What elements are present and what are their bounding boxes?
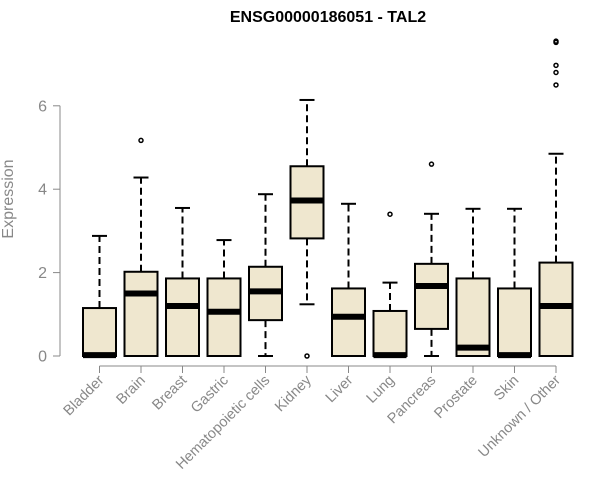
box-iqr bbox=[372, 309, 408, 357]
outlier-point bbox=[553, 82, 559, 88]
x-tick-label: Breast bbox=[149, 373, 190, 414]
y-tick-label: 6 bbox=[38, 98, 47, 115]
box-iqr bbox=[538, 261, 574, 358]
box-iqr bbox=[165, 277, 200, 357]
x-tick-label: Skin bbox=[491, 373, 522, 404]
box-group bbox=[123, 137, 159, 357]
y-tick-label: 0 bbox=[38, 349, 47, 366]
outlier-point bbox=[387, 211, 393, 217]
outlier-point bbox=[428, 161, 435, 167]
box-iqr bbox=[123, 270, 159, 357]
box-group bbox=[414, 161, 449, 357]
box-iqr bbox=[82, 307, 117, 358]
boxes-layer bbox=[82, 38, 574, 359]
box-group bbox=[165, 206, 200, 357]
x-tick-label: Prostate bbox=[431, 373, 480, 422]
y-axis: 0 2 4 6 bbox=[38, 98, 61, 366]
x-tick-label: Liver bbox=[323, 372, 357, 406]
chart-title: ENSG00000186051 - TAL2 bbox=[230, 9, 426, 26]
y-tick-label: 4 bbox=[38, 182, 47, 199]
outlier-point bbox=[138, 137, 144, 144]
box-group bbox=[497, 207, 532, 359]
box-iqr bbox=[455, 277, 491, 357]
box-iqr bbox=[497, 287, 532, 358]
box-group bbox=[206, 239, 242, 357]
box-group bbox=[455, 207, 491, 357]
outlier-point bbox=[553, 62, 559, 69]
box-iqr bbox=[414, 262, 449, 330]
box-group bbox=[372, 211, 408, 359]
y-tick-label: 2 bbox=[38, 265, 47, 282]
x-tick-label: Bladder bbox=[61, 372, 108, 419]
box-group bbox=[538, 38, 574, 358]
box-iqr bbox=[206, 277, 242, 357]
box-group bbox=[331, 202, 366, 358]
box-group bbox=[82, 234, 117, 359]
y-axis-label: Expression bbox=[0, 159, 17, 238]
outlier-point bbox=[304, 353, 310, 359]
box-iqr bbox=[331, 287, 366, 358]
x-tick-label: Kidney bbox=[272, 372, 315, 415]
outlier-point bbox=[553, 69, 559, 76]
box-group bbox=[248, 193, 283, 357]
box-group bbox=[289, 98, 325, 359]
outlier-point bbox=[553, 38, 559, 44]
x-tick-label: Brain bbox=[114, 373, 149, 408]
x-tick-label: Lung bbox=[364, 373, 398, 407]
